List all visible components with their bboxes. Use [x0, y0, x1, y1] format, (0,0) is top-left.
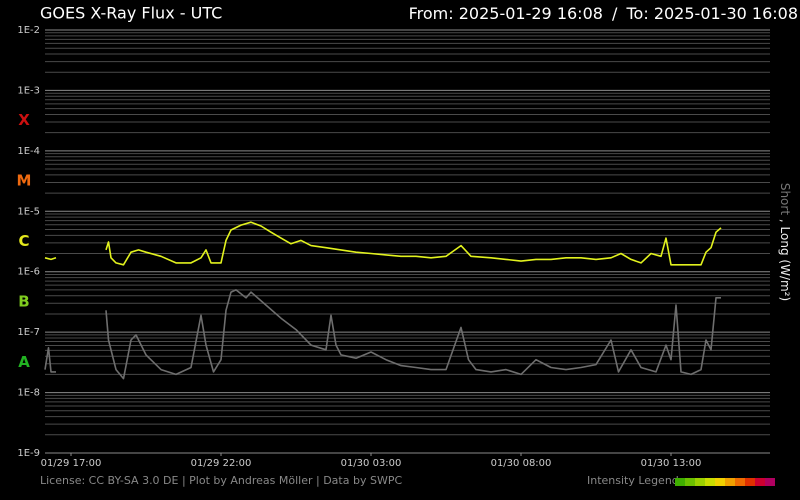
subtitle-to: To: 2025-01-30 16:08	[626, 4, 799, 23]
x-tick-label: 01/30 08:00	[491, 458, 552, 469]
x-tick-label: 01/29 17:00	[41, 458, 102, 469]
license: License: CC BY-SA 3.0 DE | Plot by Andre…	[40, 474, 402, 487]
intensity-legend-label: Intensity Legend	[587, 474, 679, 487]
y-unit: (W/m²)	[779, 259, 793, 301]
series-line	[44, 221, 722, 266]
legend-entry: Short	[779, 183, 793, 215]
y-tick-label: 1E-4	[17, 146, 40, 157]
y-tick-label: 1E-8	[17, 388, 40, 399]
flare-class-label: M	[17, 172, 32, 190]
y-tick-label: 1E-3	[17, 85, 40, 96]
plot-area	[44, 29, 770, 456]
flare-class-label: X	[18, 111, 30, 129]
x-tick-label: 01/30 13:00	[641, 458, 702, 469]
y-tick-label: 1E-2	[17, 25, 40, 36]
subtitle-from: From: 2025-01-29 16:08	[409, 4, 603, 23]
series-line	[44, 289, 721, 380]
flare-class-label: A	[18, 353, 30, 371]
y-tick-label: 1E-6	[17, 267, 40, 278]
chart-subtitle: From: 2025-01-29 16:08 / To: 2025-01-30 …	[409, 4, 798, 23]
flare-class-label: B	[18, 292, 29, 310]
y-tick-label: 1E-5	[17, 206, 40, 217]
y-tick-label: 1E-9	[17, 448, 40, 459]
legend-separator: ,	[779, 219, 793, 223]
subtitle-separator: /	[612, 4, 618, 23]
flare-class-label: C	[18, 232, 29, 250]
legend-entry: Long	[779, 227, 793, 256]
x-tick-label: 01/30 03:00	[341, 458, 402, 469]
y-tick-label: 1E-7	[17, 327, 40, 338]
y-axis-label: Short , Long (W/m²)	[779, 183, 793, 301]
x-tick-label: 01/29 22:00	[191, 458, 252, 469]
chart-title: GOES X-Ray Flux - UTC	[40, 4, 222, 23]
intensity-legend-bar	[675, 478, 775, 486]
